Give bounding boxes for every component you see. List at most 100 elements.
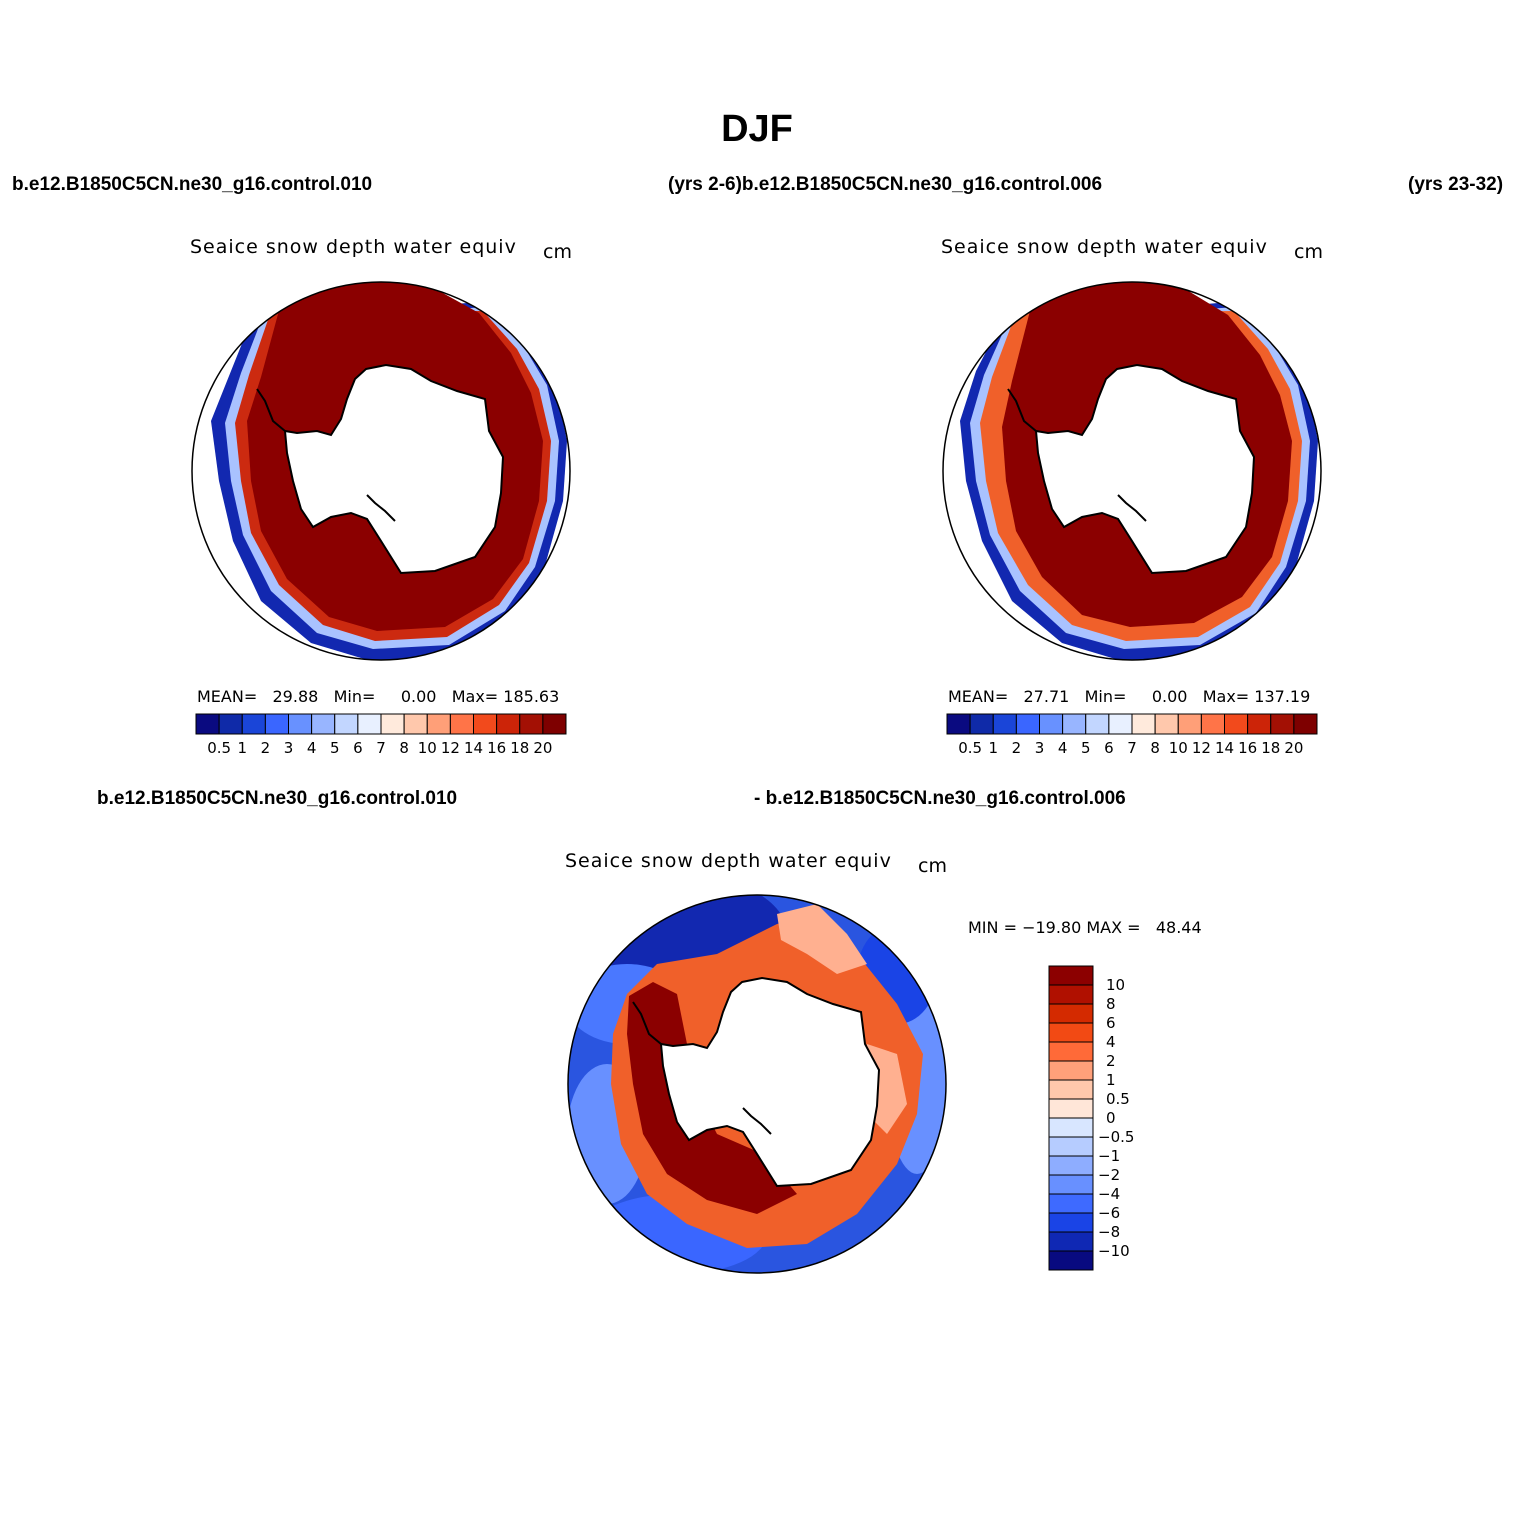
panel-2-colorbar-tick-label: 6 <box>1104 739 1114 757</box>
panel-1-units: cm <box>543 241 572 263</box>
panel-2-max-label: Max= <box>1202 687 1250 706</box>
panel-2-colorbar-tick-label: 18 <box>1261 739 1281 757</box>
diff-colorbar-tick-label: 6 <box>1106 1014 1116 1032</box>
panel-2-colorbar <box>946 713 1318 735</box>
panel-1-colorbar-swatch-7 <box>357 713 382 735</box>
diff-header-left: b.e12.B1850C5CN.ne30_g16.control.010 <box>97 788 458 809</box>
diff-colorbar-tick-label: 1 <box>1106 1071 1116 1089</box>
panel-1-colorbar-swatch-13 <box>496 713 521 735</box>
diff-variable: Seaice snow depth water equiv <box>565 850 892 872</box>
panel-2-colorbar-tick-label: 4 <box>1057 739 1068 757</box>
panel-1-colorbar-swatch-6 <box>334 713 359 735</box>
panel-1-mean-value: 29.88 <box>272 687 319 706</box>
diff-colorbar-tick-label: −4 <box>1098 1185 1121 1203</box>
panel-1-colorbar-tick-label: 6 <box>353 739 363 757</box>
antarctica <box>283 363 505 575</box>
diff-colorbar-tick-label: −8 <box>1098 1223 1121 1241</box>
panel-1-colorbar-tick-label: 5 <box>329 739 340 757</box>
panel-2-colorbar-tick-label: 16 <box>1238 739 1258 757</box>
panel-1-mean-label: MEAN= <box>197 687 258 706</box>
panel-1-colorbar-tick-label: 2 <box>260 739 271 757</box>
diff-colorbar-ticks: 10 8 6 4 2 1 0.5 0 −0.5 −1 −2 −4 −6 −8 −10 <box>1098 965 1158 1271</box>
case-header-left: b.e12.B1850C5CN.ne30_g16.control.010 <box>12 174 373 195</box>
panel-2-min-value: 0.00 <box>1151 687 1188 706</box>
panel-1-colorbar-swatch-4 <box>288 713 313 735</box>
panel-2-colorbar-swatch-0 <box>946 713 971 735</box>
panel-2-colorbar-tick-label: 20 <box>1284 739 1304 757</box>
panel-1-colorbar-tick-label: 18 <box>510 739 530 757</box>
panel-2-mean-label: MEAN= <box>948 687 1009 706</box>
panel-2-colorbar-tick-label: 3 <box>1034 739 1045 757</box>
panel-1-max-label: Max= <box>451 687 499 706</box>
case-header-mid: (yrs 2-6)b.e12.B1850C5CN.ne30_g16.contro… <box>668 174 1103 195</box>
panel-1-colorbar-tick-label: 0.5 <box>207 739 232 757</box>
panel-1-colorbar-swatch-8 <box>380 713 405 735</box>
diff-colorbar-tick-label: −1 <box>1098 1147 1121 1165</box>
panel-2-colorbar-swatch-4 <box>1039 713 1064 735</box>
panel-1-colorbar-tick-label: 1 <box>237 739 248 757</box>
diff-colorbar-tick-label: 2 <box>1106 1052 1116 1070</box>
panel-1-colorbar-tick-label: 8 <box>399 739 409 757</box>
diff-colorbar-swatch-12 <box>1048 1193 1094 1214</box>
panel-1-map <box>191 281 571 661</box>
panel-1-colorbar-swatch-10 <box>426 713 451 735</box>
panel-2-colorbar-swatch-5 <box>1062 713 1087 735</box>
panel-1-min-label: Min= <box>333 687 376 706</box>
diff-colorbar-swatch-6 <box>1048 1079 1094 1100</box>
panel-2-colorbar-tick-label: 5 <box>1080 739 1091 757</box>
panel-2-colorbar-swatch-8 <box>1131 713 1156 735</box>
panel-2-colorbar-tick-label: 0.5 <box>958 739 983 757</box>
panel-1-colorbar-ticks: 0.5 1 2 3 4 5 6 7 8 10 12 14 16 18 20 <box>196 739 566 759</box>
diff-colorbar-swatch-5 <box>1048 1060 1094 1081</box>
panel-2-colorbar-swatch-7 <box>1108 713 1133 735</box>
panel-1-colorbar-swatch-12 <box>473 713 498 735</box>
diff-colorbar-swatch-10 <box>1048 1155 1094 1176</box>
panel-2-colorbar-swatch-10 <box>1177 713 1202 735</box>
panel-1-colorbar-tick-label: 16 <box>487 739 507 757</box>
antarctica <box>659 976 881 1188</box>
panel-1-colorbar-tick-label: 20 <box>533 739 553 757</box>
panel-2-colorbar-swatch-2 <box>992 713 1017 735</box>
diff-colorbar-tick-label: 10 <box>1106 976 1126 994</box>
panel-1-colorbar-swatch-14 <box>519 713 544 735</box>
panel-2-max-value: 137.19 <box>1254 687 1311 706</box>
diff-colorbar-swatch-2 <box>1048 1003 1094 1024</box>
panel-2-variable: Seaice snow depth water equiv <box>941 236 1268 258</box>
panel-2-colorbar-swatch-12 <box>1224 713 1249 735</box>
panel-1-colorbar-swatch-11 <box>449 713 474 735</box>
positive-anomaly-inner <box>627 982 797 1214</box>
panel-1-colorbar-swatch-2 <box>241 713 266 735</box>
diff-colorbar-swatch-7 <box>1048 1098 1094 1119</box>
diff-colorbar-swatch-15 <box>1048 1250 1094 1271</box>
diff-colorbar-tick-label: 0 <box>1106 1109 1116 1127</box>
salmon-patch <box>777 904 867 974</box>
panel-2-colorbar-ticks: 0.5 1 2 3 4 5 6 7 8 10 12 14 16 18 20 <box>947 739 1317 759</box>
antarctic-peninsula <box>256 388 396 522</box>
diff-colorbar-swatch-4 <box>1048 1041 1094 1062</box>
antarctica <box>1034 363 1256 575</box>
diff-minmax: MIN = −19.80 MAX = 48.44 <box>968 918 1202 937</box>
panel-2-min-label: Min= <box>1084 687 1127 706</box>
panel-2-map <box>942 281 1322 661</box>
panel-2-colorbar-tick-label: 14 <box>1214 739 1235 757</box>
diff-colorbar-tick-label: 4 <box>1106 1033 1116 1051</box>
panel-2-stats: MEAN= 27.71 Min= 0.00 Max= 137.19 <box>948 687 1310 706</box>
case-header-right: (yrs 23-32) <box>1408 174 1504 195</box>
panel-1-colorbar-tick-label: 14 <box>463 739 484 757</box>
panel-1-colorbar-swatch-1 <box>218 713 243 735</box>
diff-colorbar-tick-label: 0.5 <box>1106 1090 1130 1108</box>
panel-2-colorbar-swatch-15 <box>1293 713 1318 735</box>
panel-1-colorbar-swatch-9 <box>403 713 428 735</box>
panel-1-colorbar <box>195 713 567 735</box>
diff-header-mid: - b.e12.B1850C5CN.ne30_g16.control.006 <box>754 788 1126 809</box>
diff-colorbar-tick-label: −0.5 <box>1098 1128 1135 1146</box>
panel-1-colorbar-tick-label: 3 <box>283 739 294 757</box>
diff-colorbar-swatch-11 <box>1048 1174 1094 1195</box>
panel-1-colorbar-tick-label: 12 <box>440 739 460 757</box>
panel-1-colorbar-swatch-0 <box>195 713 220 735</box>
antarctic-peninsula <box>1007 388 1147 522</box>
panel-2-mean-value: 27.71 <box>1023 687 1070 706</box>
panel-1-colorbar-tick-label: 4 <box>306 739 317 757</box>
diff-colorbar-swatch-0 <box>1048 965 1094 986</box>
panel-2-colorbar-tick-label: 12 <box>1191 739 1211 757</box>
